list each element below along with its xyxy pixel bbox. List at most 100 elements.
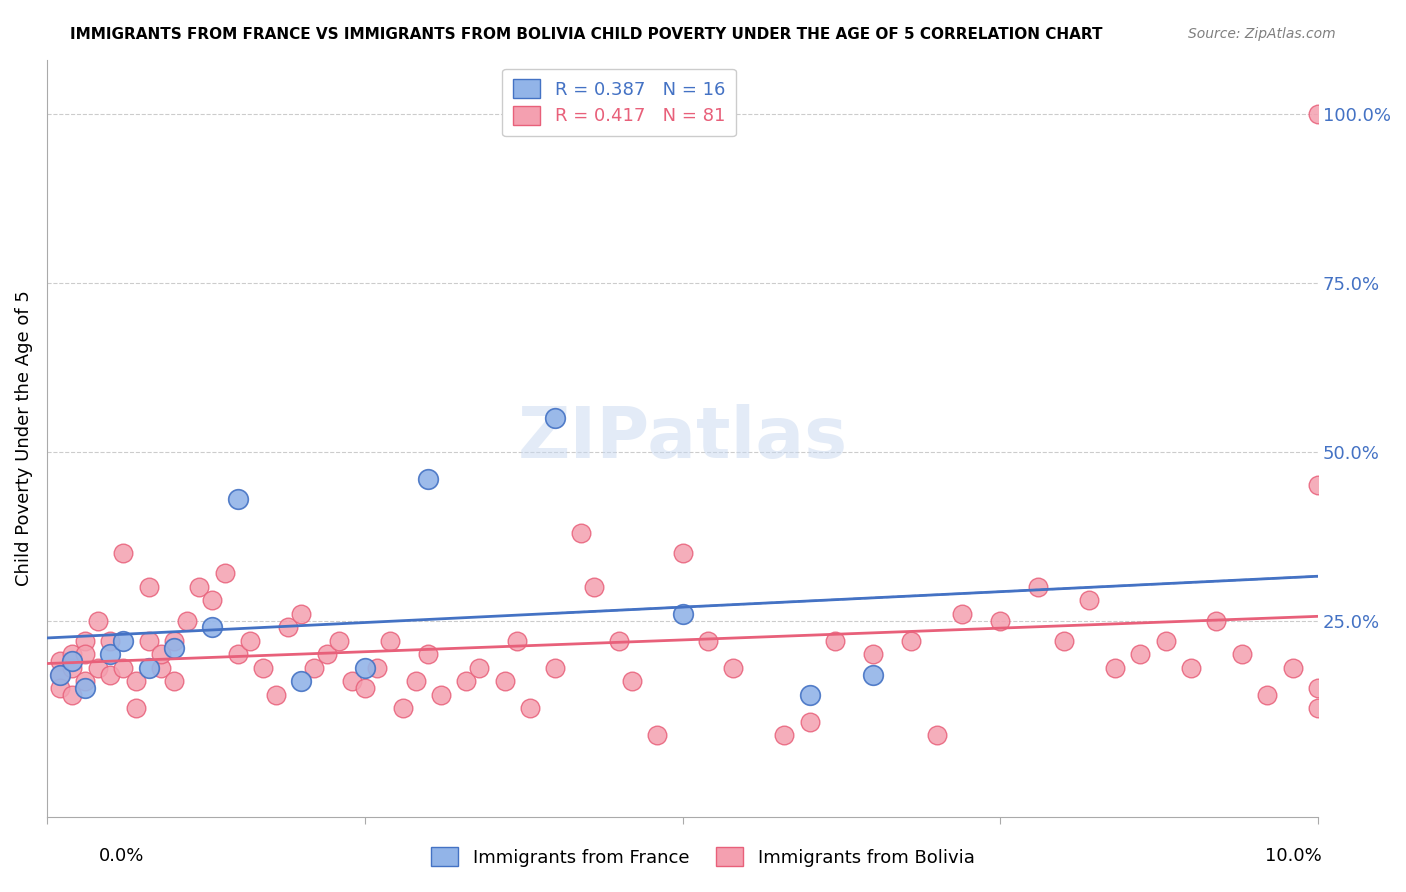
Point — [315, 648, 337, 662]
Point — [100, 633, 122, 648]
Point — [112, 661, 135, 675]
Point — [519, 701, 541, 715]
Point — [150, 661, 173, 675]
Point — [73, 648, 96, 662]
Point — [201, 620, 224, 634]
Point — [87, 661, 110, 675]
Point — [226, 648, 249, 662]
Point — [73, 681, 96, 695]
Point — [671, 546, 693, 560]
Point — [48, 667, 70, 681]
Point — [1205, 614, 1227, 628]
Point — [60, 654, 83, 668]
Point — [1230, 648, 1253, 662]
Point — [1180, 661, 1202, 675]
Point — [201, 593, 224, 607]
Point — [264, 688, 287, 702]
Point — [60, 688, 83, 702]
Point — [290, 607, 312, 621]
Point — [925, 728, 948, 742]
Point — [73, 674, 96, 689]
Point — [353, 681, 375, 695]
Point — [328, 633, 350, 648]
Point — [1028, 580, 1050, 594]
Point — [150, 648, 173, 662]
Point — [544, 661, 567, 675]
Point — [340, 674, 363, 689]
Point — [1308, 681, 1330, 695]
Point — [430, 688, 453, 702]
Point — [607, 633, 630, 648]
Point — [468, 661, 491, 675]
Point — [100, 667, 122, 681]
Point — [645, 728, 668, 742]
Point — [1078, 593, 1101, 607]
Point — [544, 410, 567, 425]
Point — [862, 648, 884, 662]
Point — [125, 674, 148, 689]
Point — [950, 607, 973, 621]
Point — [1308, 478, 1330, 492]
Point — [163, 633, 186, 648]
Point — [138, 633, 160, 648]
Point — [1308, 701, 1330, 715]
Text: IMMIGRANTS FROM FRANCE VS IMMIGRANTS FROM BOLIVIA CHILD POVERTY UNDER THE AGE OF: IMMIGRANTS FROM FRANCE VS IMMIGRANTS FRO… — [70, 27, 1102, 42]
Point — [723, 661, 745, 675]
Legend: Immigrants from France, Immigrants from Bolivia: Immigrants from France, Immigrants from … — [425, 840, 981, 874]
Point — [506, 633, 529, 648]
Point — [214, 566, 236, 581]
Point — [392, 701, 415, 715]
Point — [824, 633, 846, 648]
Point — [176, 614, 198, 628]
Point — [48, 681, 70, 695]
Point — [226, 491, 249, 506]
Y-axis label: Child Poverty Under the Age of 5: Child Poverty Under the Age of 5 — [15, 290, 32, 586]
Point — [100, 648, 122, 662]
Point — [862, 667, 884, 681]
Point — [988, 614, 1011, 628]
Point — [302, 661, 325, 675]
Point — [456, 674, 478, 689]
Point — [239, 633, 262, 648]
Point — [569, 525, 592, 540]
Point — [418, 472, 440, 486]
Point — [60, 661, 83, 675]
Point — [620, 674, 643, 689]
Point — [353, 661, 375, 675]
Point — [1256, 688, 1278, 702]
Text: 10.0%: 10.0% — [1265, 847, 1322, 865]
Point — [697, 633, 720, 648]
Point — [48, 667, 70, 681]
Point — [418, 648, 440, 662]
Point — [494, 674, 516, 689]
Point — [163, 674, 186, 689]
Point — [290, 674, 312, 689]
Point — [87, 614, 110, 628]
Point — [277, 620, 299, 634]
Point — [1308, 106, 1330, 120]
Point — [378, 633, 401, 648]
Point — [112, 546, 135, 560]
Point — [138, 661, 160, 675]
Point — [799, 714, 821, 729]
Point — [1281, 661, 1303, 675]
Point — [405, 674, 427, 689]
Point — [366, 661, 388, 675]
Point — [671, 607, 693, 621]
Point — [252, 661, 274, 675]
Point — [900, 633, 922, 648]
Point — [582, 580, 605, 594]
Point — [163, 640, 186, 655]
Point — [125, 701, 148, 715]
Point — [73, 633, 96, 648]
Point — [112, 633, 135, 648]
Point — [60, 648, 83, 662]
Point — [1104, 661, 1126, 675]
Point — [138, 580, 160, 594]
Point — [1129, 648, 1152, 662]
Point — [188, 580, 211, 594]
Legend: R = 0.387   N = 16, R = 0.417   N = 81: R = 0.387 N = 16, R = 0.417 N = 81 — [502, 69, 735, 136]
Point — [48, 654, 70, 668]
Text: Source: ZipAtlas.com: Source: ZipAtlas.com — [1188, 27, 1336, 41]
Text: ZIPatlas: ZIPatlas — [517, 403, 848, 473]
